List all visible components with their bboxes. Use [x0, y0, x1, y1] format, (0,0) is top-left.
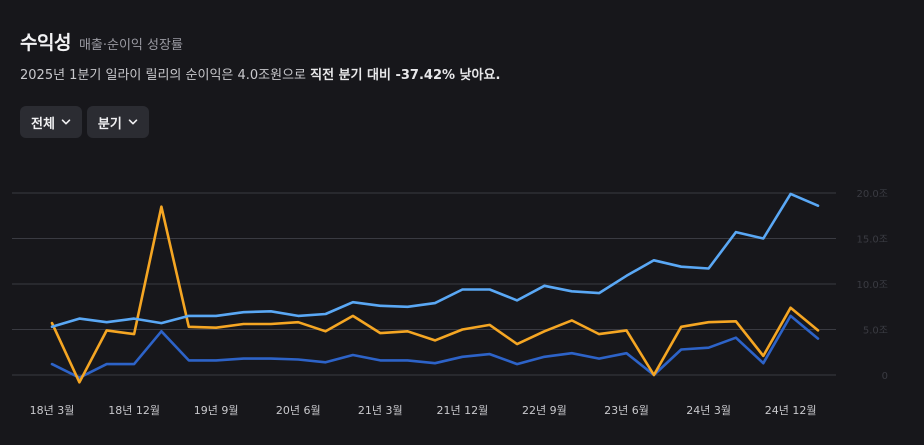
x-tick-label: 21년 12월 [436, 404, 488, 417]
series-line-net-income[interactable] [50, 314, 820, 380]
y-tick-label: 0 [882, 371, 888, 382]
x-tick-label: 18년 3월 [30, 404, 75, 417]
section-header: 수익성 매출·순이익 성장률 [20, 28, 183, 55]
x-tick-label: 21년 3월 [358, 404, 403, 417]
y-tick-label: 15.0조 [857, 235, 888, 246]
period-filter-label: 분기 [97, 116, 122, 132]
series-line-operating-income[interactable] [50, 205, 820, 384]
page-title: 수익성 [20, 32, 71, 54]
y-tick-label: 5.0조 [863, 326, 888, 337]
summary-text: 2025년 1분기 일라이 릴리의 순이익은 4.0조원으로 직전 분기 대비 … [20, 64, 500, 83]
x-tick-label: 23년 6월 [604, 404, 649, 417]
page-subtitle: 매출·순이익 성장률 [78, 38, 183, 53]
x-tick-label: 24년 12월 [765, 404, 817, 417]
x-tick-label: 18년 12월 [108, 404, 160, 417]
summary-highlight: 직전 분기 대비 -37.42% 낮아요. [310, 68, 501, 83]
x-tick-label: 22년 9월 [522, 404, 567, 417]
period-filter-button[interactable]: 분기 [86, 106, 149, 138]
x-tick-label: 20년 6월 [276, 404, 321, 417]
scope-filter-button[interactable]: 전체 [20, 106, 82, 138]
x-tick-label: 19년 9월 [194, 404, 239, 417]
filter-bar: 전체 분기 [20, 106, 149, 138]
y-tick-label: 20.0조 [857, 189, 888, 200]
chevron-down-icon [128, 119, 138, 125]
x-tick-label: 24년 3월 [686, 404, 731, 417]
series-line-revenue[interactable] [50, 192, 820, 329]
y-tick-label: 10.0조 [857, 280, 888, 291]
chevron-down-icon [61, 119, 71, 125]
scope-filter-label: 전체 [31, 116, 55, 132]
summary-prefix: 2025년 1분기 일라이 릴리의 순이익은 4.0조원으로 [20, 68, 311, 83]
